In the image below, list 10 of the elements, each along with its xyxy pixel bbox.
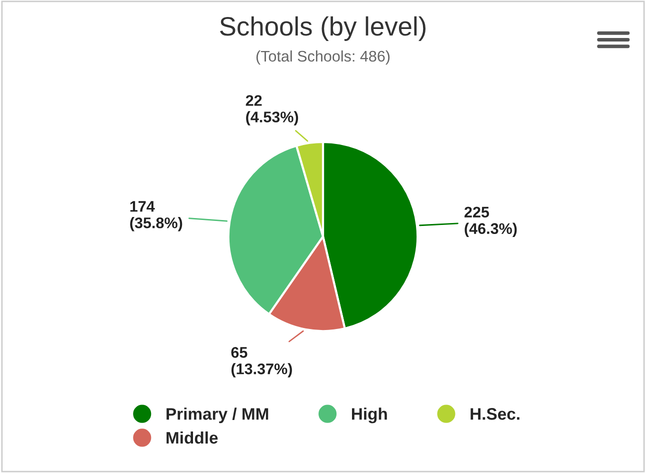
data-label: 174 (35.8%) — [130, 201, 182, 232]
legend-label: H.Sec. — [470, 408, 520, 420]
data-label: 225 (46.3%) — [464, 206, 517, 238]
legend-label: High — [352, 408, 387, 424]
legend-label: Middle — [166, 431, 218, 444]
chart-title: Schools (by level) — [220, 16, 426, 41]
chart-subtitle: (Total Schools: 486) — [256, 50, 390, 65]
data-label: 65 (13.37%) — [231, 347, 292, 378]
data-label: 22 (4.53%) — [246, 95, 298, 126]
legend-label: Primary / MM — [166, 408, 268, 424]
